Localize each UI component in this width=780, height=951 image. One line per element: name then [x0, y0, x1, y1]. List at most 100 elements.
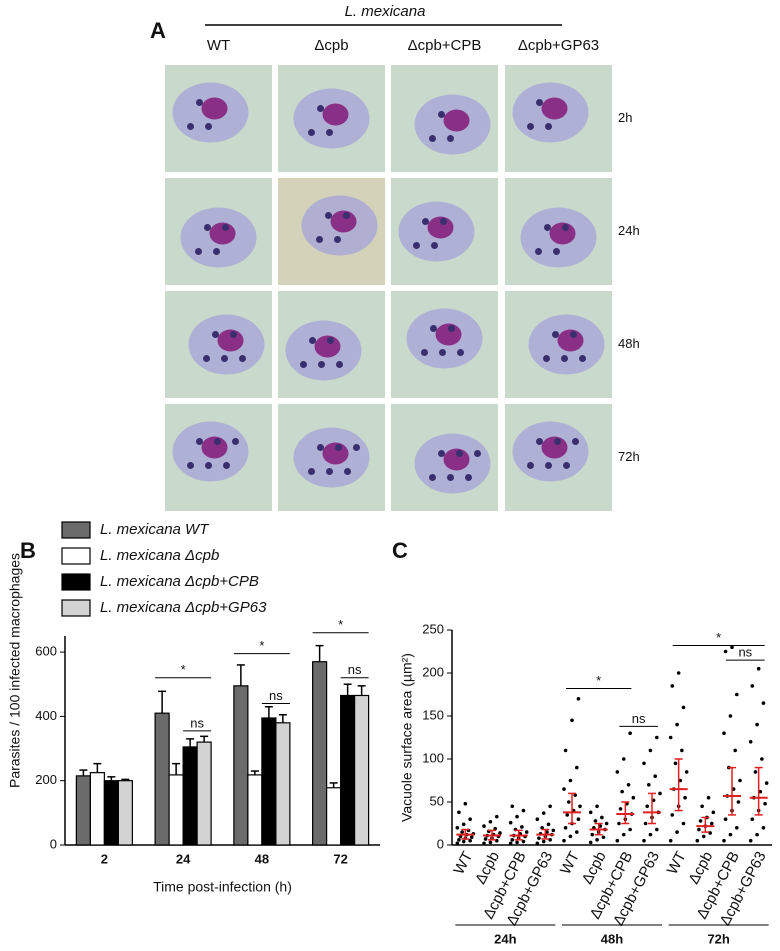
parasite: [527, 462, 534, 469]
y-axis-label: Parasites / 100 infected macrophages: [7, 553, 23, 788]
data-point: [461, 822, 466, 827]
data-point: [563, 748, 568, 753]
data-point: [756, 666, 761, 671]
parasite: [439, 349, 446, 356]
parasite: [308, 468, 315, 475]
significance-label: *: [338, 617, 343, 632]
data-point: [670, 813, 675, 817]
data-point: [601, 835, 606, 840]
row-label: 48h: [618, 336, 640, 351]
data-point: [681, 705, 686, 710]
data-point: [508, 820, 513, 825]
legend-label: L. mexicana Δcpb+GP63: [100, 599, 267, 616]
data-point: [700, 804, 704, 809]
x-tick-label: 24: [176, 851, 191, 866]
y-tick-label: 100: [422, 750, 444, 765]
nucleus: [314, 335, 341, 358]
parasite: [213, 248, 220, 255]
x-tick-label: WT: [557, 849, 583, 878]
data-point: [600, 815, 604, 820]
data-point: [709, 821, 714, 826]
significance-label: *: [596, 673, 601, 688]
parasite: [196, 438, 203, 445]
parasite: [223, 462, 230, 469]
data-point: [711, 810, 716, 815]
parasite: [422, 218, 429, 225]
data-point: [568, 778, 573, 783]
data-point: [735, 692, 739, 697]
parasite: [222, 224, 229, 231]
data-point: [628, 827, 632, 832]
data-point: [567, 800, 571, 804]
parasite: [536, 99, 543, 106]
bar: [275, 722, 291, 846]
data-point: [615, 770, 620, 774]
row-label: 24h: [618, 223, 640, 238]
data-point: [675, 830, 679, 834]
data-point: [604, 821, 609, 826]
nucleus: [541, 97, 568, 120]
parasite: [327, 337, 334, 344]
data-point: [573, 793, 577, 797]
data-point: [575, 830, 579, 834]
data-point: [681, 821, 686, 826]
data-point: [680, 748, 684, 753]
parasite: [429, 135, 436, 142]
nucleus: [209, 222, 236, 245]
data-point: [508, 841, 513, 846]
x-tick-label: WT: [664, 849, 690, 878]
legend-label: L. mexicana Δcpb: [100, 547, 219, 564]
data-point: [698, 819, 703, 823]
data-point: [563, 826, 568, 830]
y-tick-label: 150: [422, 707, 444, 722]
parasite: [562, 224, 569, 231]
data-point: [461, 839, 466, 844]
parasite: [326, 129, 333, 136]
data-point: [551, 828, 556, 833]
data-point: [562, 787, 566, 791]
parasite: [552, 331, 559, 338]
data-point: [510, 804, 515, 809]
data-point: [595, 838, 599, 842]
parasite: [430, 325, 437, 332]
data-point: [728, 832, 733, 837]
parasite: [230, 331, 237, 338]
parasite: [474, 450, 481, 457]
strain-title: L. mexicana: [345, 3, 426, 20]
data-point: [723, 817, 728, 821]
nucleus: [549, 222, 576, 245]
bar: [182, 746, 198, 846]
data-point: [540, 826, 544, 830]
data-point: [701, 834, 706, 839]
data-point: [521, 839, 526, 844]
column-label: Δcpb: [314, 37, 348, 54]
parasite: [353, 444, 360, 451]
parasite: [447, 135, 454, 142]
data-point: [621, 832, 626, 837]
parasite: [554, 438, 561, 445]
data-point: [728, 714, 733, 718]
data-point: [524, 830, 529, 834]
data-point: [750, 684, 755, 688]
data-point: [642, 838, 646, 843]
data-point: [593, 819, 598, 823]
significance-label: ns: [632, 711, 646, 726]
parasite: [431, 242, 438, 249]
y-tick-label: 400: [35, 708, 57, 723]
parasite: [545, 462, 552, 469]
nucleus: [443, 448, 470, 471]
data-point: [763, 801, 767, 806]
data-point: [468, 817, 472, 821]
bar: [154, 712, 170, 846]
nucleus: [427, 216, 454, 239]
data-point: [576, 817, 581, 821]
parasite: [344, 468, 351, 475]
data-point: [482, 824, 486, 828]
data-point: [455, 841, 460, 846]
column-label: Δcpb+CPB: [408, 37, 482, 54]
data-point: [515, 840, 519, 845]
column-label: Δcpb+GP63: [518, 37, 599, 54]
parasite: [448, 325, 455, 332]
data-point: [578, 804, 582, 809]
x-tick-label: 72: [333, 851, 347, 866]
